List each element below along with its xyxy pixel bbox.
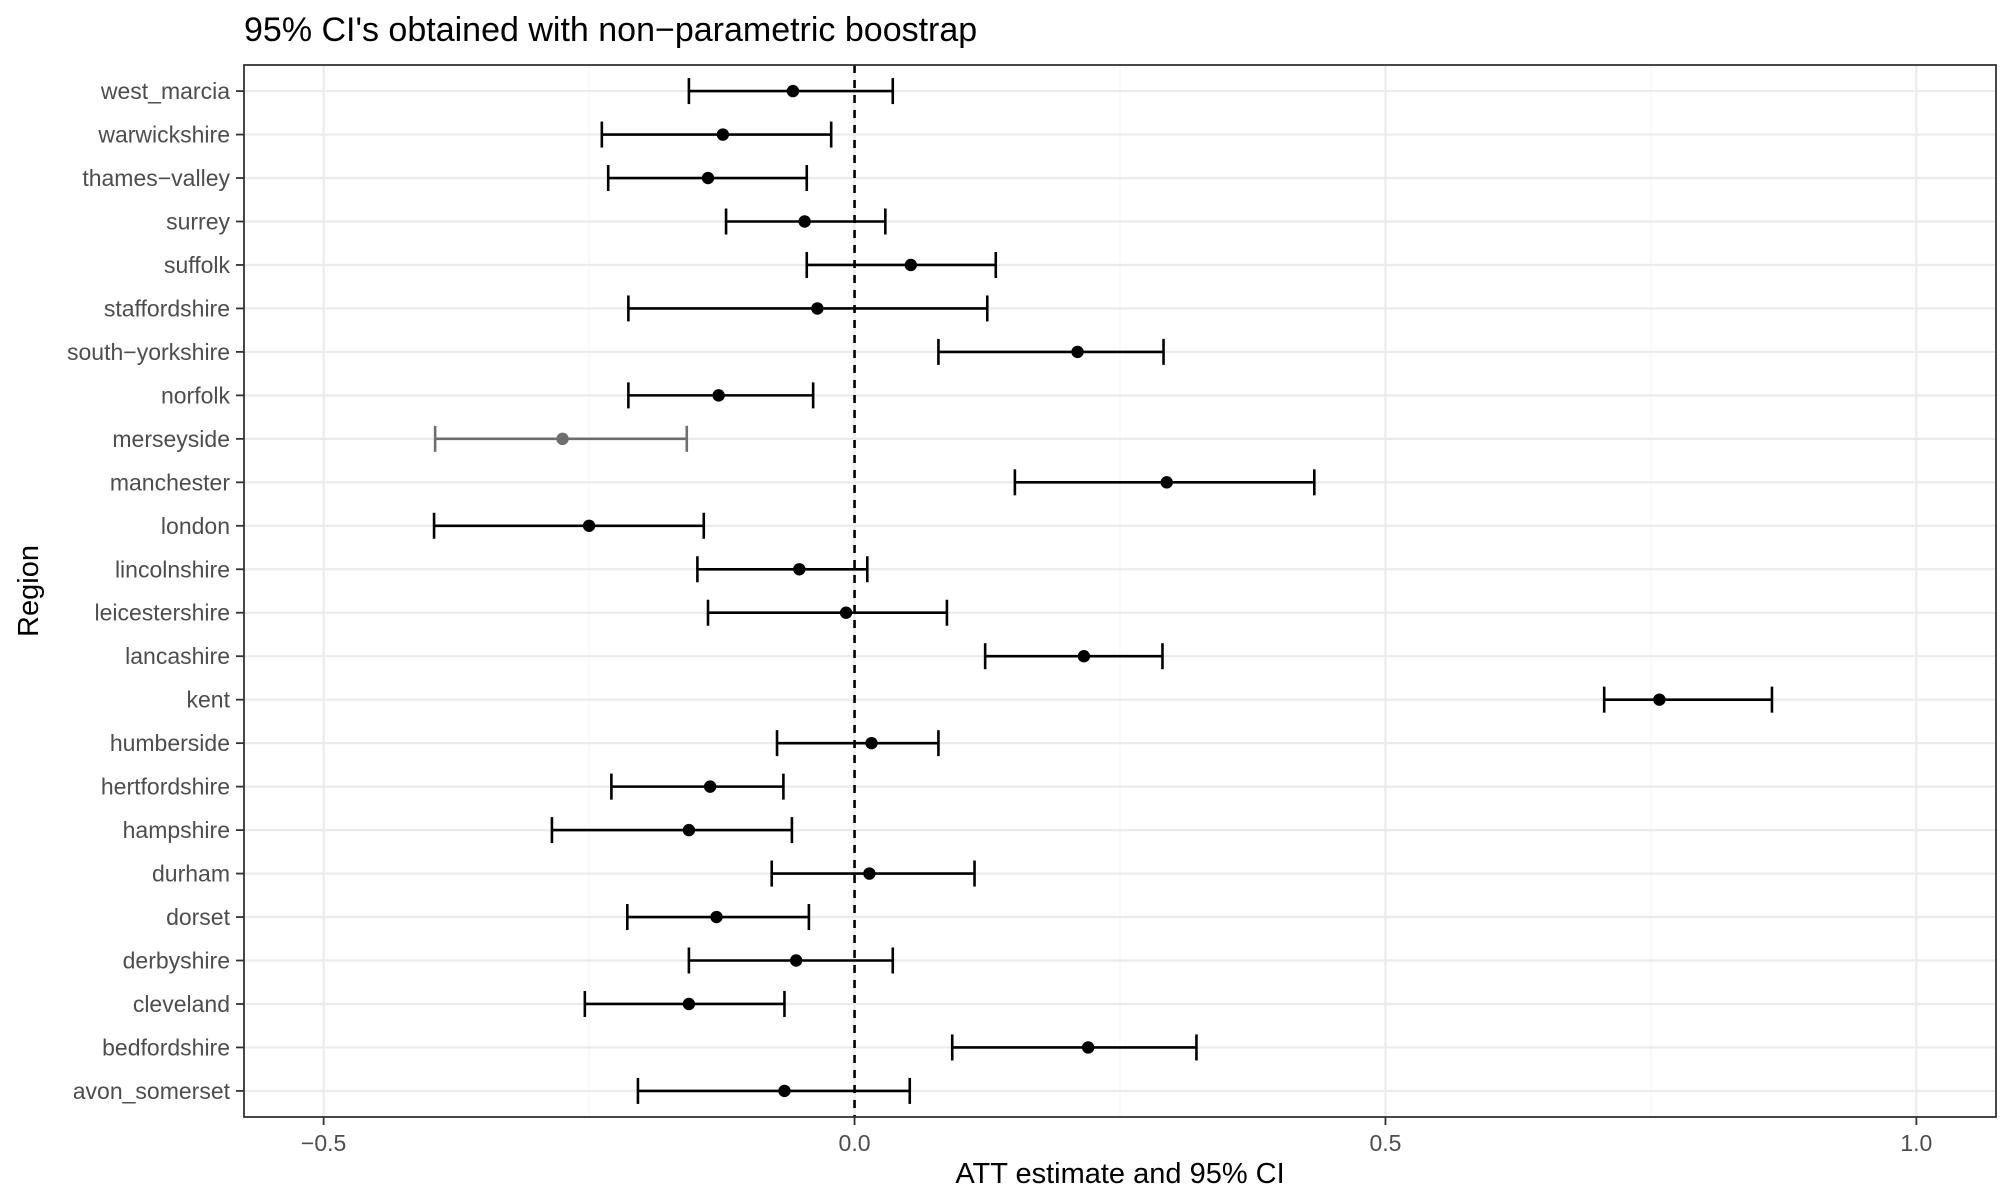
y-tick-label: kent <box>187 687 231 713</box>
estimate-point <box>682 823 696 837</box>
y-tick-label: manchester <box>110 469 231 495</box>
estimate-point <box>1071 345 1084 359</box>
estimate-point <box>865 736 878 750</box>
y-tick-label: suffolk <box>164 252 231 278</box>
y-tick-label: west_marcia <box>100 78 230 104</box>
ci-bar <box>805 251 998 278</box>
estimate-points <box>556 84 1666 1098</box>
estimate-point <box>786 84 800 98</box>
grid-lines <box>244 65 1996 1117</box>
y-tick-label: merseyside <box>112 426 230 452</box>
y-tick-label: london <box>161 513 230 539</box>
y-tick-label: durham <box>152 861 230 887</box>
ci-bar <box>706 599 949 626</box>
ci-bar <box>775 730 940 757</box>
estimate-point <box>1160 476 1173 489</box>
x-tick-label: −0.5 <box>301 1130 346 1156</box>
ci-bar <box>636 1077 912 1104</box>
estimate-point <box>556 432 569 446</box>
y-tick-label: humberside <box>110 730 230 756</box>
y-tick-label: lancashire <box>125 643 230 669</box>
y-tick-label: lincolnshire <box>115 556 230 582</box>
ci-bar <box>983 643 1164 670</box>
x-tick-labels: −0.5 0.0 0.5 1.0 <box>301 1130 1932 1156</box>
estimate-point <box>716 128 730 141</box>
estimate-point <box>1077 650 1091 663</box>
estimate-point <box>798 215 811 228</box>
estimate-point <box>712 389 725 402</box>
estimate-point <box>811 302 824 315</box>
estimate-point <box>863 867 876 880</box>
x-axis-title: ATT estimate and 95% CI <box>955 1158 1284 1190</box>
y-tick-label: hertfordshire <box>101 774 230 800</box>
ci-bar <box>696 556 869 583</box>
y-tick-label: dorset <box>166 904 231 930</box>
x-tick-label: 0.0 <box>839 1130 871 1156</box>
y-tick-label: norfolk <box>161 382 231 408</box>
estimate-point <box>710 910 723 924</box>
y-tick-label: derbyshire <box>123 948 230 974</box>
estimate-point <box>789 954 803 967</box>
chart-title: 95% CI's obtained with non−parametric bo… <box>244 11 977 49</box>
estimate-point <box>1081 1041 1095 1054</box>
estimate-point <box>778 1084 791 1098</box>
panel-border <box>243 64 1997 1118</box>
estimate-point <box>703 780 717 793</box>
y-tick-label: leicestershire <box>95 600 231 626</box>
estimate-point <box>904 258 918 272</box>
axis-ticks <box>236 90 1918 1125</box>
y-tick-label: surrey <box>166 208 230 234</box>
ci-bar <box>550 817 794 844</box>
y-tick-label: bedfordshire <box>102 1034 230 1060</box>
ci-bar <box>1602 686 1774 713</box>
y-tick-label: south−yorkshire <box>67 339 230 365</box>
estimate-point <box>582 519 596 532</box>
estimate-point <box>793 563 806 576</box>
ci-bar <box>937 338 1165 365</box>
ci-bar <box>950 1034 1198 1061</box>
ci-bar <box>610 773 785 800</box>
y-tick-label: staffordshire <box>104 295 230 321</box>
estimate-point <box>839 606 853 619</box>
y-tick-label: hampshire <box>123 817 230 843</box>
ci-bar <box>432 512 706 539</box>
x-tick-label: 1.0 <box>1900 1130 1932 1156</box>
estimate-point <box>1653 693 1666 706</box>
y-tick-label: warwickshire <box>97 122 230 148</box>
ci-bar <box>627 295 989 322</box>
estimate-point <box>682 997 696 1011</box>
y-tick-label: cleveland <box>133 991 230 1017</box>
estimate-point <box>701 171 715 185</box>
ci-bar <box>600 121 833 148</box>
y-tick-labels: west_marcia warwickshire thames−valley surr… <box>67 78 231 1104</box>
y-axis-title: Region <box>13 545 45 637</box>
y-tick-label: avon_somerset <box>73 1078 231 1104</box>
y-tick-label: thames−valley <box>82 165 230 191</box>
confidence-intervals <box>432 78 1774 1104</box>
x-tick-label: 0.5 <box>1369 1130 1401 1156</box>
